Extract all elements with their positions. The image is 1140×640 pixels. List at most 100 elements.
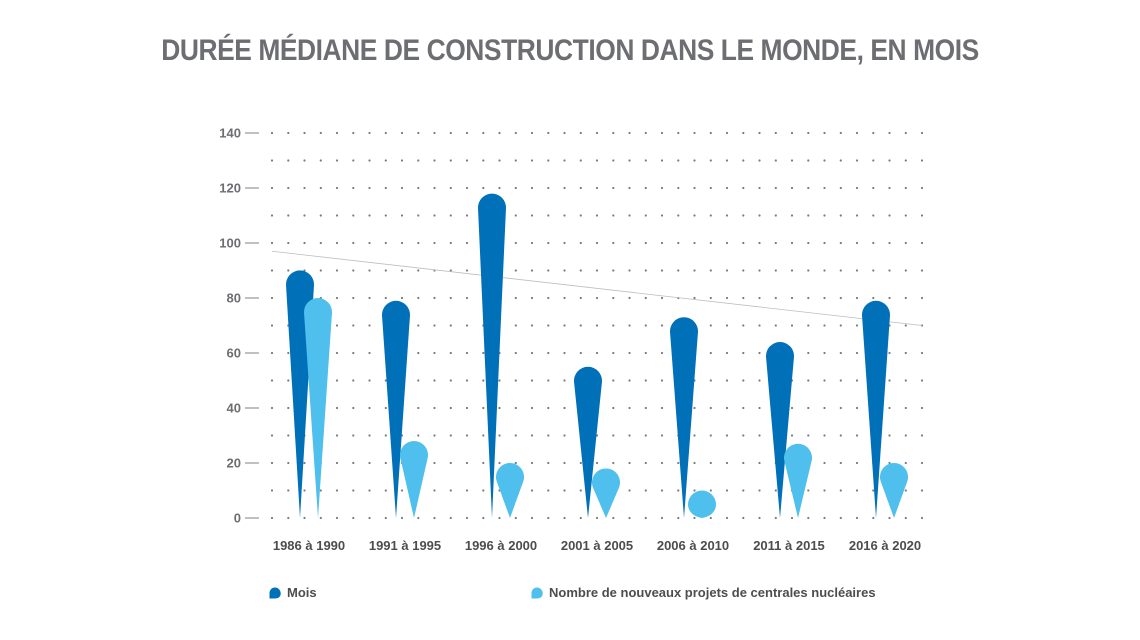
- grid-dot: [433, 186, 436, 190]
- grid-dot: [287, 159, 290, 162]
- grid-dot: [888, 214, 891, 217]
- grid-dot: [725, 351, 729, 355]
- grid-dot: [547, 351, 550, 355]
- grid-dot: [725, 379, 729, 382]
- grid-dot: [807, 131, 810, 135]
- grid-dot: [628, 406, 631, 410]
- grid-dot: [352, 324, 355, 327]
- grid-dot: [709, 406, 712, 410]
- grid-dot: [417, 516, 420, 520]
- grid-dot: [920, 379, 924, 382]
- grid-dot: [855, 159, 859, 162]
- grid-dot: [287, 214, 290, 217]
- grid-dot: [612, 241, 615, 245]
- grid-dot: [335, 406, 339, 410]
- grid-dot: [498, 461, 501, 465]
- grid-dot: [384, 241, 387, 245]
- legend-dot-corner-0: [269, 593, 275, 599]
- grid-dot: [823, 324, 826, 327]
- grid-dot: [482, 159, 485, 162]
- grid-dot: [920, 461, 924, 465]
- grid-dot: [547, 159, 550, 162]
- grid-dot: [823, 241, 826, 245]
- grid-dot: [417, 214, 420, 217]
- grid-dot: [888, 241, 891, 245]
- grid-dot: [384, 186, 387, 190]
- grid-dot: [742, 159, 745, 162]
- grid-dot: [790, 241, 794, 245]
- grid-dot: [920, 351, 924, 355]
- grid-dot: [693, 461, 696, 465]
- grid-dot: [693, 434, 696, 437]
- grid-dot: [384, 406, 387, 410]
- grid-dot: [352, 159, 355, 162]
- grid-dot: [433, 489, 436, 492]
- grid-dot: [904, 461, 907, 465]
- grid-dot: [465, 351, 469, 355]
- grid-dot: [465, 269, 469, 272]
- grid-dot: [920, 516, 924, 520]
- grid-dot: [839, 434, 842, 437]
- grid-dot: [628, 324, 631, 327]
- grid-dot: [693, 269, 696, 272]
- grid-dot: [612, 324, 615, 327]
- grid-dot: [774, 131, 777, 135]
- grid-dot: [400, 296, 404, 300]
- grid-dot: [465, 159, 469, 162]
- grid-dot: [855, 186, 859, 190]
- grid-dot: [612, 434, 615, 437]
- grid-dot: [498, 131, 501, 135]
- grid-dot: [839, 186, 842, 190]
- grid-dot: [644, 379, 647, 382]
- grid-dot: [270, 461, 274, 465]
- grid-dot: [498, 406, 501, 410]
- grid-dot: [368, 214, 371, 217]
- grid-dot: [839, 516, 842, 520]
- grid-dot: [709, 516, 712, 520]
- grid-dot: [644, 324, 647, 327]
- grid-dot: [400, 269, 404, 272]
- grid-dot: [904, 131, 907, 135]
- grid-dot: [547, 186, 550, 190]
- grid-dot: [287, 516, 290, 520]
- grid-dot: [855, 324, 859, 327]
- grid-dot: [335, 324, 339, 327]
- grid-dot: [319, 269, 322, 272]
- grid-dot: [270, 186, 274, 190]
- grid-dot: [660, 406, 664, 410]
- grid-dot: [872, 489, 875, 492]
- grid-dot: [449, 131, 452, 135]
- grid-dot: [855, 516, 859, 520]
- trendline: [271, 250, 923, 326]
- grid-dot: [920, 296, 924, 300]
- grid-dot: [855, 379, 859, 382]
- grid-dot: [384, 461, 387, 465]
- grid-dot: [303, 461, 306, 465]
- grid-dot: [400, 186, 404, 190]
- grid-dot: [742, 516, 745, 520]
- grid-dot: [839, 461, 842, 465]
- grid-dot: [563, 489, 566, 492]
- grid-dot: [563, 406, 566, 410]
- grid-dot: [872, 296, 875, 300]
- grid-dot: [352, 489, 355, 492]
- grid-dot: [677, 269, 680, 272]
- grid-dot: [660, 516, 664, 520]
- grid-dot: [855, 351, 859, 355]
- grid-dot: [352, 516, 355, 520]
- grid-dot: [839, 351, 842, 355]
- grid-dot: [303, 186, 306, 190]
- grid-dot: [530, 131, 534, 135]
- grid-dot: [514, 406, 517, 410]
- mark-mois-6: [862, 300, 891, 518]
- grid-dot: [790, 131, 794, 135]
- y-tick-label: 60: [227, 346, 241, 361]
- grid-dot: [368, 269, 371, 272]
- grid-dot: [904, 269, 907, 272]
- grid-dot: [612, 214, 615, 217]
- y-tick-label: 120: [219, 181, 241, 196]
- grid-dot: [790, 214, 794, 217]
- grid-dot: [742, 241, 745, 245]
- grid-dot: [888, 434, 891, 437]
- grid-dot: [888, 131, 891, 135]
